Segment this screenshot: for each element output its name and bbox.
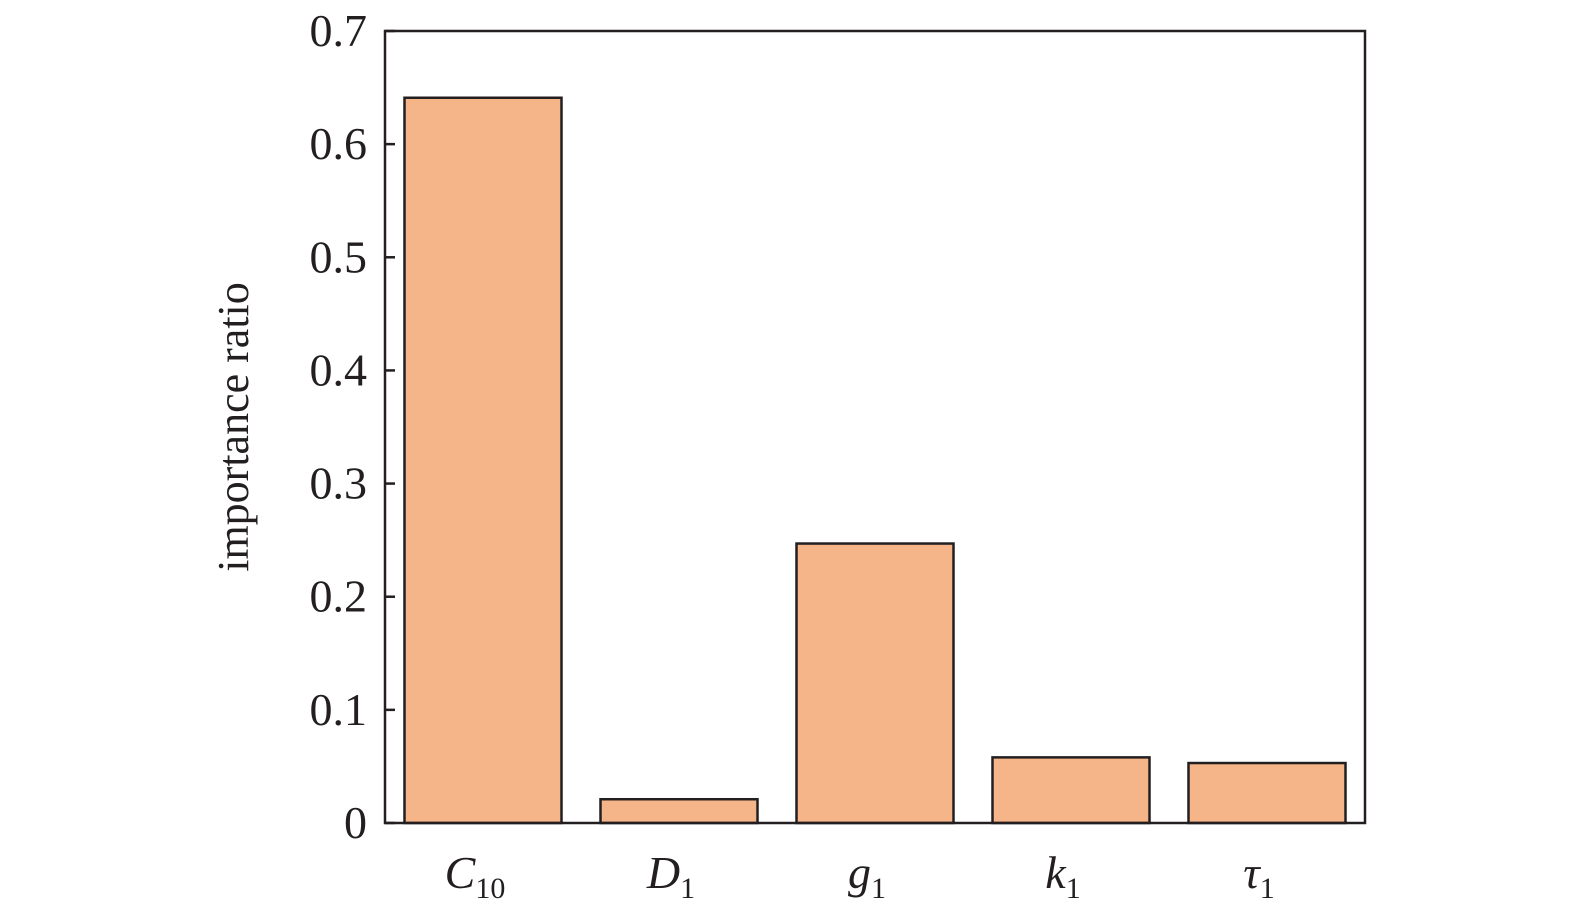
x-tick-label: g1 (848, 847, 886, 905)
y-tick-label: 0.3 (310, 458, 368, 509)
y-tick-label: 0.7 (310, 5, 368, 56)
y-tick-label: 0.5 (310, 231, 368, 282)
bar (403, 96, 563, 825)
y-axis-label: importance ratio (209, 282, 258, 572)
y-tick-label: 0.4 (310, 344, 368, 395)
y-tick-label: 0 (344, 797, 367, 848)
bar (1187, 761, 1347, 825)
bar (599, 797, 759, 825)
x-tick-label: k1 (1045, 847, 1080, 905)
y-tick-label: 0.2 (310, 571, 368, 622)
y-tick-label: 0.6 (310, 118, 368, 169)
x-tick-label: C10 (445, 847, 506, 905)
x-tick-label: τ1 (1243, 847, 1274, 905)
bar (795, 542, 955, 825)
bar (991, 756, 1151, 825)
x-tick-label: D1 (646, 847, 695, 905)
y-tick-label: 0.1 (310, 684, 368, 735)
plot-frame (383, 29, 1367, 825)
